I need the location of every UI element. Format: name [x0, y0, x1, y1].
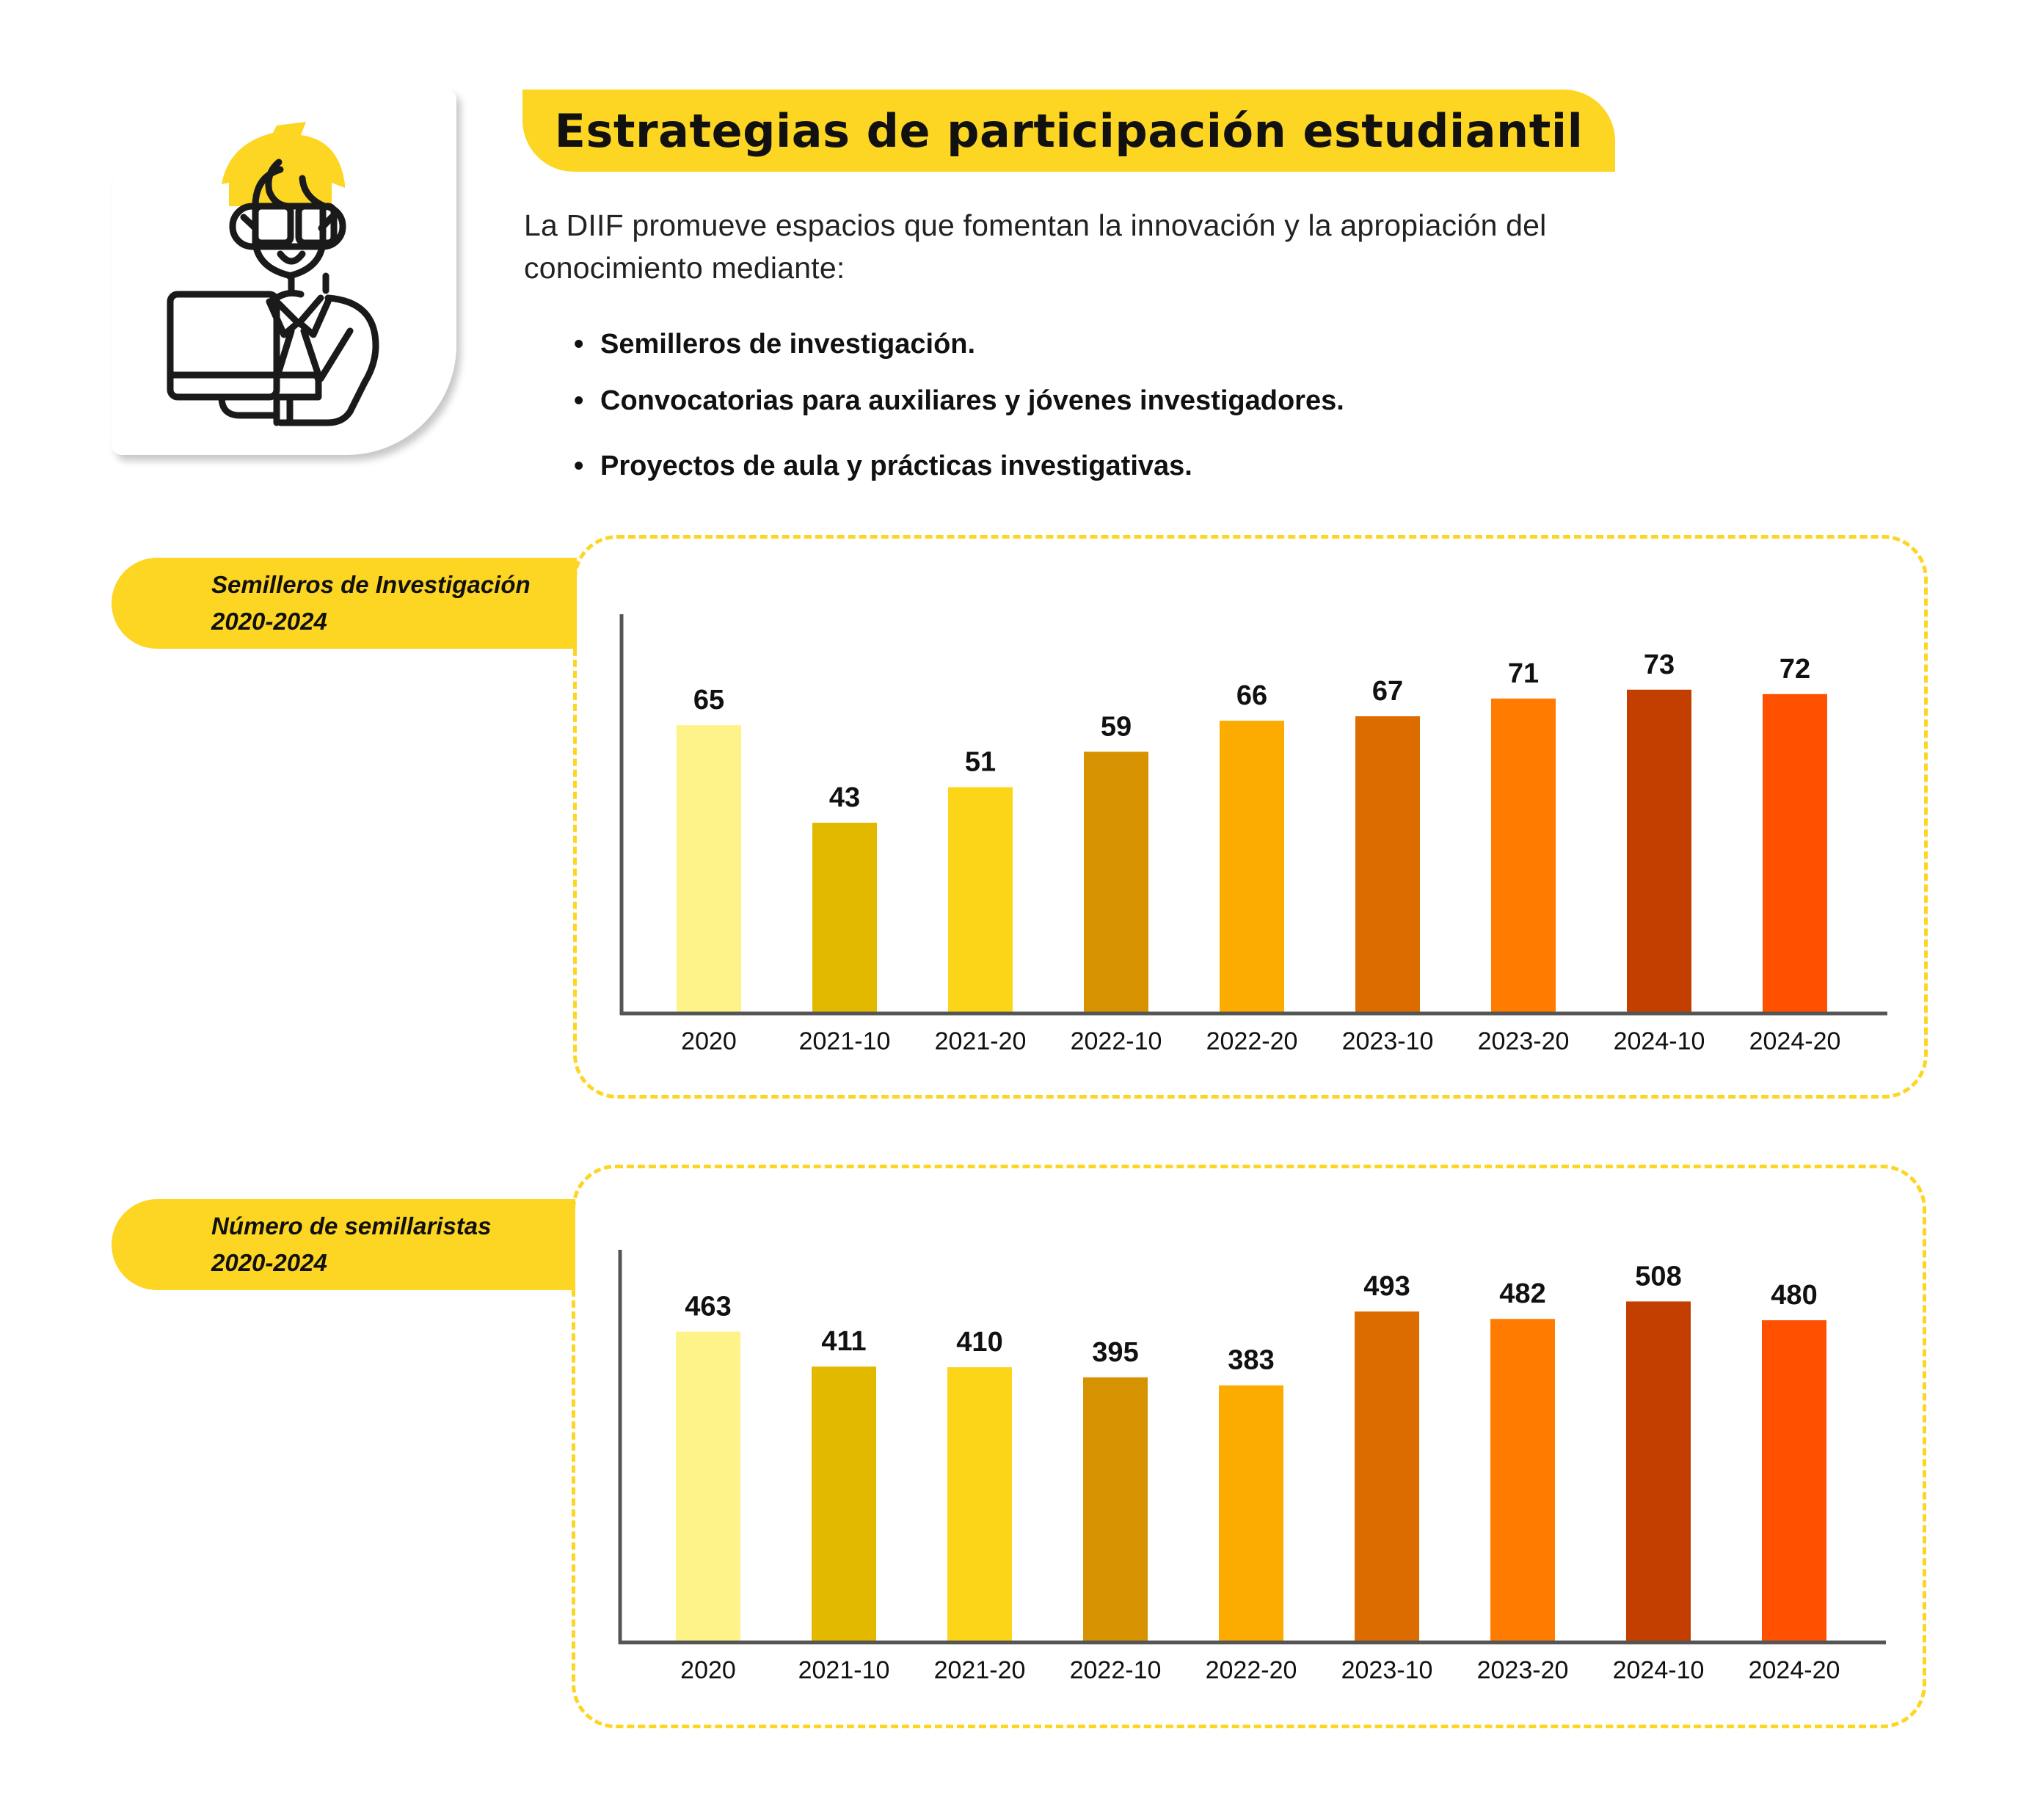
bullet-icon: • [574, 451, 584, 481]
bar-value-label: 59 [1101, 711, 1132, 742]
x-tick-label: 2021-10 [799, 1027, 891, 1055]
x-tick-label: 2023-10 [1341, 1656, 1433, 1684]
bar-2023-10 [1355, 1311, 1419, 1642]
section-subtitle: 2020-2024 [211, 1249, 327, 1276]
bar-2020 [676, 1331, 740, 1642]
bar-2023-20 [1491, 698, 1556, 1013]
x-tick-label: 2021-20 [935, 1027, 1027, 1055]
x-tick-label: 2022-20 [1206, 1656, 1297, 1684]
bar-2023-10 [1355, 716, 1420, 1013]
bar-value-label: 463 [685, 1292, 731, 1322]
section-label-semilleros: Semilleros de Investigación 2020-2024 [112, 558, 577, 649]
bar-2024-10 [1626, 1301, 1691, 1642]
bar-2023-20 [1490, 1319, 1555, 1642]
bar-2024-10 [1627, 689, 1691, 1013]
x-tick-label: 2024-10 [1614, 1027, 1705, 1055]
bar-value-label: 383 [1228, 1345, 1274, 1376]
chart-frame-semillaristas [572, 1165, 1926, 1728]
list-item-text: Semilleros de investigación. [600, 329, 976, 360]
bar-value-label: 411 [821, 1326, 866, 1357]
bar-2021-20 [948, 787, 1013, 1013]
list-item-text: Proyectos de aula y prácticas investigat… [600, 451, 1192, 481]
student-icon-card [112, 89, 456, 455]
x-tick-label: 2023-20 [1478, 1027, 1570, 1055]
list-item: • Convocatorias para auxiliares y jóvenes… [574, 385, 1344, 417]
bar-value-label: 51 [965, 747, 996, 778]
chart-frame-semilleros [573, 535, 1928, 1099]
bar-2021-20 [947, 1367, 1012, 1642]
bar-2022-20 [1219, 1385, 1283, 1642]
bar-2024-20 [1762, 1320, 1826, 1642]
section-label-semillaristas: Número de semillaristas 2020-2024 [112, 1199, 575, 1290]
chart-semillaristas: 463 2020 411 2021-10 410 2021-20 395 2022-10 383… [618, 1250, 1886, 1684]
bar-2022-10 [1083, 1377, 1148, 1642]
bar-value-label: 410 [956, 1327, 1002, 1358]
x-tick-label: 2022-10 [1070, 1656, 1162, 1684]
bar-2024-20 [1763, 694, 1827, 1013]
bar-2022-20 [1220, 721, 1284, 1013]
x-tick-label: 2024-10 [1613, 1656, 1705, 1684]
page-title: Estrategias de participación estudiantil [554, 103, 1584, 158]
list-item-text: Convocatorias para auxiliares y jóvenes … [600, 385, 1344, 416]
x-tick-label: 2022-20 [1206, 1027, 1298, 1055]
bar-2021-10 [812, 1366, 876, 1642]
intro-line-1: La DIIF promueve espacios que fomentan l… [524, 208, 1547, 242]
x-tick-label: 2020 [680, 1656, 736, 1684]
x-tick-label: 2021-20 [934, 1656, 1026, 1684]
section-subtitle: 2020-2024 [211, 608, 327, 635]
bar-value-label: 395 [1092, 1337, 1138, 1368]
x-tick-label: 2024-20 [1749, 1027, 1841, 1055]
bar-value-label: 66 [1236, 680, 1267, 711]
bullet-icon: • [574, 385, 584, 416]
x-tick-label: 2024-20 [1749, 1656, 1840, 1684]
intro-line-2: conocimiento mediante: [524, 251, 845, 285]
list-item: • Semilleros de investigación. [574, 329, 975, 360]
list-item: • Proyectos de aula y prácticas investiga… [574, 451, 1192, 482]
bar-2021-10 [812, 823, 877, 1013]
bar-2022-10 [1084, 751, 1148, 1013]
x-tick-label: 2021-10 [798, 1656, 890, 1684]
bar-value-label: 493 [1363, 1271, 1410, 1302]
intro-paragraph: La DIIF promueve espacios que fomentan l… [524, 204, 1771, 289]
x-tick-label: 2020 [681, 1027, 737, 1055]
bar-value-label: 73 [1644, 649, 1675, 680]
bar-value-label: 65 [693, 685, 724, 716]
section-title: Número de semillaristas [211, 1212, 492, 1240]
x-tick-label: 2022-10 [1071, 1027, 1162, 1055]
section-title: Semilleros de Investigación [211, 571, 531, 598]
bar-value-label: 71 [1508, 658, 1539, 689]
x-tick-label: 2023-20 [1477, 1656, 1569, 1684]
bar-value-label: 43 [829, 782, 860, 813]
bullet-icon: • [574, 329, 584, 360]
bar-value-label: 72 [1779, 654, 1810, 685]
bar-value-label: 508 [1635, 1261, 1681, 1292]
bar-value-label: 482 [1499, 1278, 1545, 1309]
bar-value-label: 67 [1372, 676, 1403, 707]
student-with-laptop-icon [167, 122, 379, 426]
bar-value-label: 480 [1771, 1280, 1817, 1311]
title-banner: Estrategias de participación estudiantil [522, 90, 1615, 172]
chart-semilleros: 65 2020 43 2021-10 51 2021-20 59 2022-10 66 2022-… [619, 614, 1887, 1055]
x-tick-label: 2023-10 [1342, 1027, 1434, 1055]
bar-2020 [677, 725, 741, 1013]
